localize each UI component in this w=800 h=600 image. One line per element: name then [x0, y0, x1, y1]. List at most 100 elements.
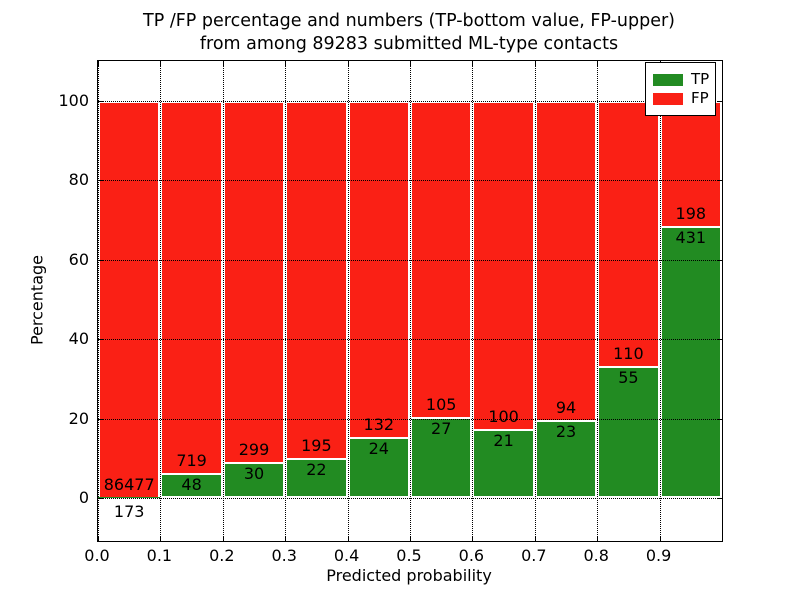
x-tickmark: [347, 536, 349, 541]
x-tick-label: 0.4: [333, 546, 360, 565]
y-tick-label: 0: [78, 488, 89, 507]
x-tickmark: [534, 536, 536, 541]
x-tickmark: [160, 61, 162, 66]
y-tick-label: 40: [68, 329, 89, 348]
y-tick-label: 100: [58, 90, 89, 110]
v-gridline: [410, 61, 411, 541]
x-tick-label: 0.2: [209, 546, 235, 565]
x-tickmark: [222, 61, 224, 66]
fp-count-label: 94: [555, 397, 577, 417]
bar-segment-fp: [597, 100, 660, 366]
bar-segment-tp: [285, 457, 348, 498]
y-tickmark: [98, 100, 103, 102]
v-gridline: [98, 61, 99, 541]
legend: TP FP: [645, 62, 716, 116]
y-tickmark: [98, 259, 103, 261]
tp-count-label: 55: [618, 367, 639, 387]
x-tick-label: 0.8: [583, 546, 609, 565]
tp-count-label: 27: [431, 418, 452, 438]
y-tick-label: 80: [68, 170, 89, 189]
v-gridline: [285, 61, 287, 541]
x-tick-label: 0.9: [645, 546, 672, 565]
v-gridline: [659, 61, 661, 541]
x-tickmark: [597, 61, 599, 66]
x-tickmark: [410, 536, 411, 541]
y-tickmark: [717, 259, 722, 261]
bar-segment-fp: [160, 100, 223, 474]
bar-segment-fp: [659, 100, 722, 226]
x-tickmark: [347, 61, 349, 66]
tp-count-label: 173: [113, 502, 145, 521]
plot-area: 86477 173 719 48 299 30 195 22 132 24 105 27 100 21 94…: [97, 60, 723, 542]
fp-count-label: 100: [488, 407, 519, 426]
y-tickmark: [98, 498, 103, 499]
x-tickmark: [659, 536, 661, 541]
x-tickmark: [472, 61, 474, 66]
y-tick-label: 20: [68, 408, 89, 428]
legend-label-fp: FP: [691, 89, 709, 107]
x-tick-label: 0.1: [146, 546, 173, 565]
y-tickmark: [717, 498, 722, 499]
tp-count-label: 24: [368, 438, 389, 458]
fp-count-label: 86477: [103, 475, 155, 495]
x-tickmark: [285, 61, 287, 66]
y-tick-label: 60: [68, 249, 89, 269]
legend-item-fp: FP: [653, 89, 709, 107]
x-tickmark: [98, 61, 99, 66]
v-gridline: [222, 61, 224, 541]
chart-title: TP /FP percentage and numbers (TP-bottom…: [97, 10, 721, 56]
bar-segment-fp: [347, 100, 410, 437]
fp-count-label: 110: [613, 343, 644, 363]
v-gridline: [472, 61, 474, 541]
legend-label-tp: TP: [691, 70, 710, 88]
legend-item-tp: TP: [653, 70, 710, 88]
tp-count-label: 431: [675, 227, 707, 247]
x-tick-label: 0.7: [521, 546, 547, 565]
fp-count-label: 105: [425, 394, 457, 414]
x-tickmark: [472, 536, 474, 541]
bar-segment-tp: [597, 365, 660, 498]
x-tick-label: 0.6: [458, 546, 485, 565]
tp-count-label: 30: [243, 463, 265, 483]
tp-count-label: 48: [181, 475, 202, 495]
x-tickmark: [534, 61, 536, 66]
y-tickmark: [98, 418, 103, 420]
tp-count-label: 22: [306, 459, 327, 479]
y-tickmark: [717, 180, 722, 181]
bar-segment-tp: [410, 416, 473, 498]
x-tickmark: [597, 536, 599, 541]
y-tickmark: [717, 100, 722, 102]
fp-count-label: 299: [238, 439, 270, 459]
y-tickmark: [98, 339, 103, 340]
x-tickmark: [222, 536, 224, 541]
bar-segment-tp: [347, 436, 410, 498]
chart-title-line2: from among 89283 submitted ML-type conta…: [199, 34, 619, 54]
v-gridline: [160, 61, 162, 541]
bar-segment-tp: [160, 473, 223, 498]
fp-swatch-icon: [653, 92, 683, 105]
tp-count-label: 23: [555, 421, 577, 441]
bar-segment-tp: [98, 497, 161, 498]
x-tick-label: 0.3: [271, 546, 297, 565]
chart-title-line1: TP /FP percentage and numbers (TP-bottom…: [143, 11, 675, 31]
x-axis-label: Predicted probability: [326, 566, 492, 585]
y-tickmark: [717, 339, 722, 340]
bar-segment-fp: [472, 100, 535, 429]
v-gridline: [597, 61, 599, 541]
x-tickmark: [98, 536, 99, 541]
bar-segment-tp: [534, 419, 598, 498]
tp-count-label: 21: [493, 431, 514, 450]
x-tickmark: [285, 536, 287, 541]
fp-count-label: 132: [363, 414, 395, 434]
bar-segment-tp: [472, 429, 535, 498]
fp-count-label: 198: [675, 203, 707, 223]
fp-count-label: 195: [301, 435, 332, 455]
bar-segment-fp: [285, 100, 348, 458]
x-tick-label: 0.0: [84, 546, 110, 565]
bar-segment-fp: [98, 100, 161, 498]
y-tickmark: [717, 418, 722, 420]
x-tick-label: 0.5: [396, 546, 422, 565]
bar-segment-tp: [222, 461, 286, 498]
x-tickmark: [160, 536, 162, 541]
